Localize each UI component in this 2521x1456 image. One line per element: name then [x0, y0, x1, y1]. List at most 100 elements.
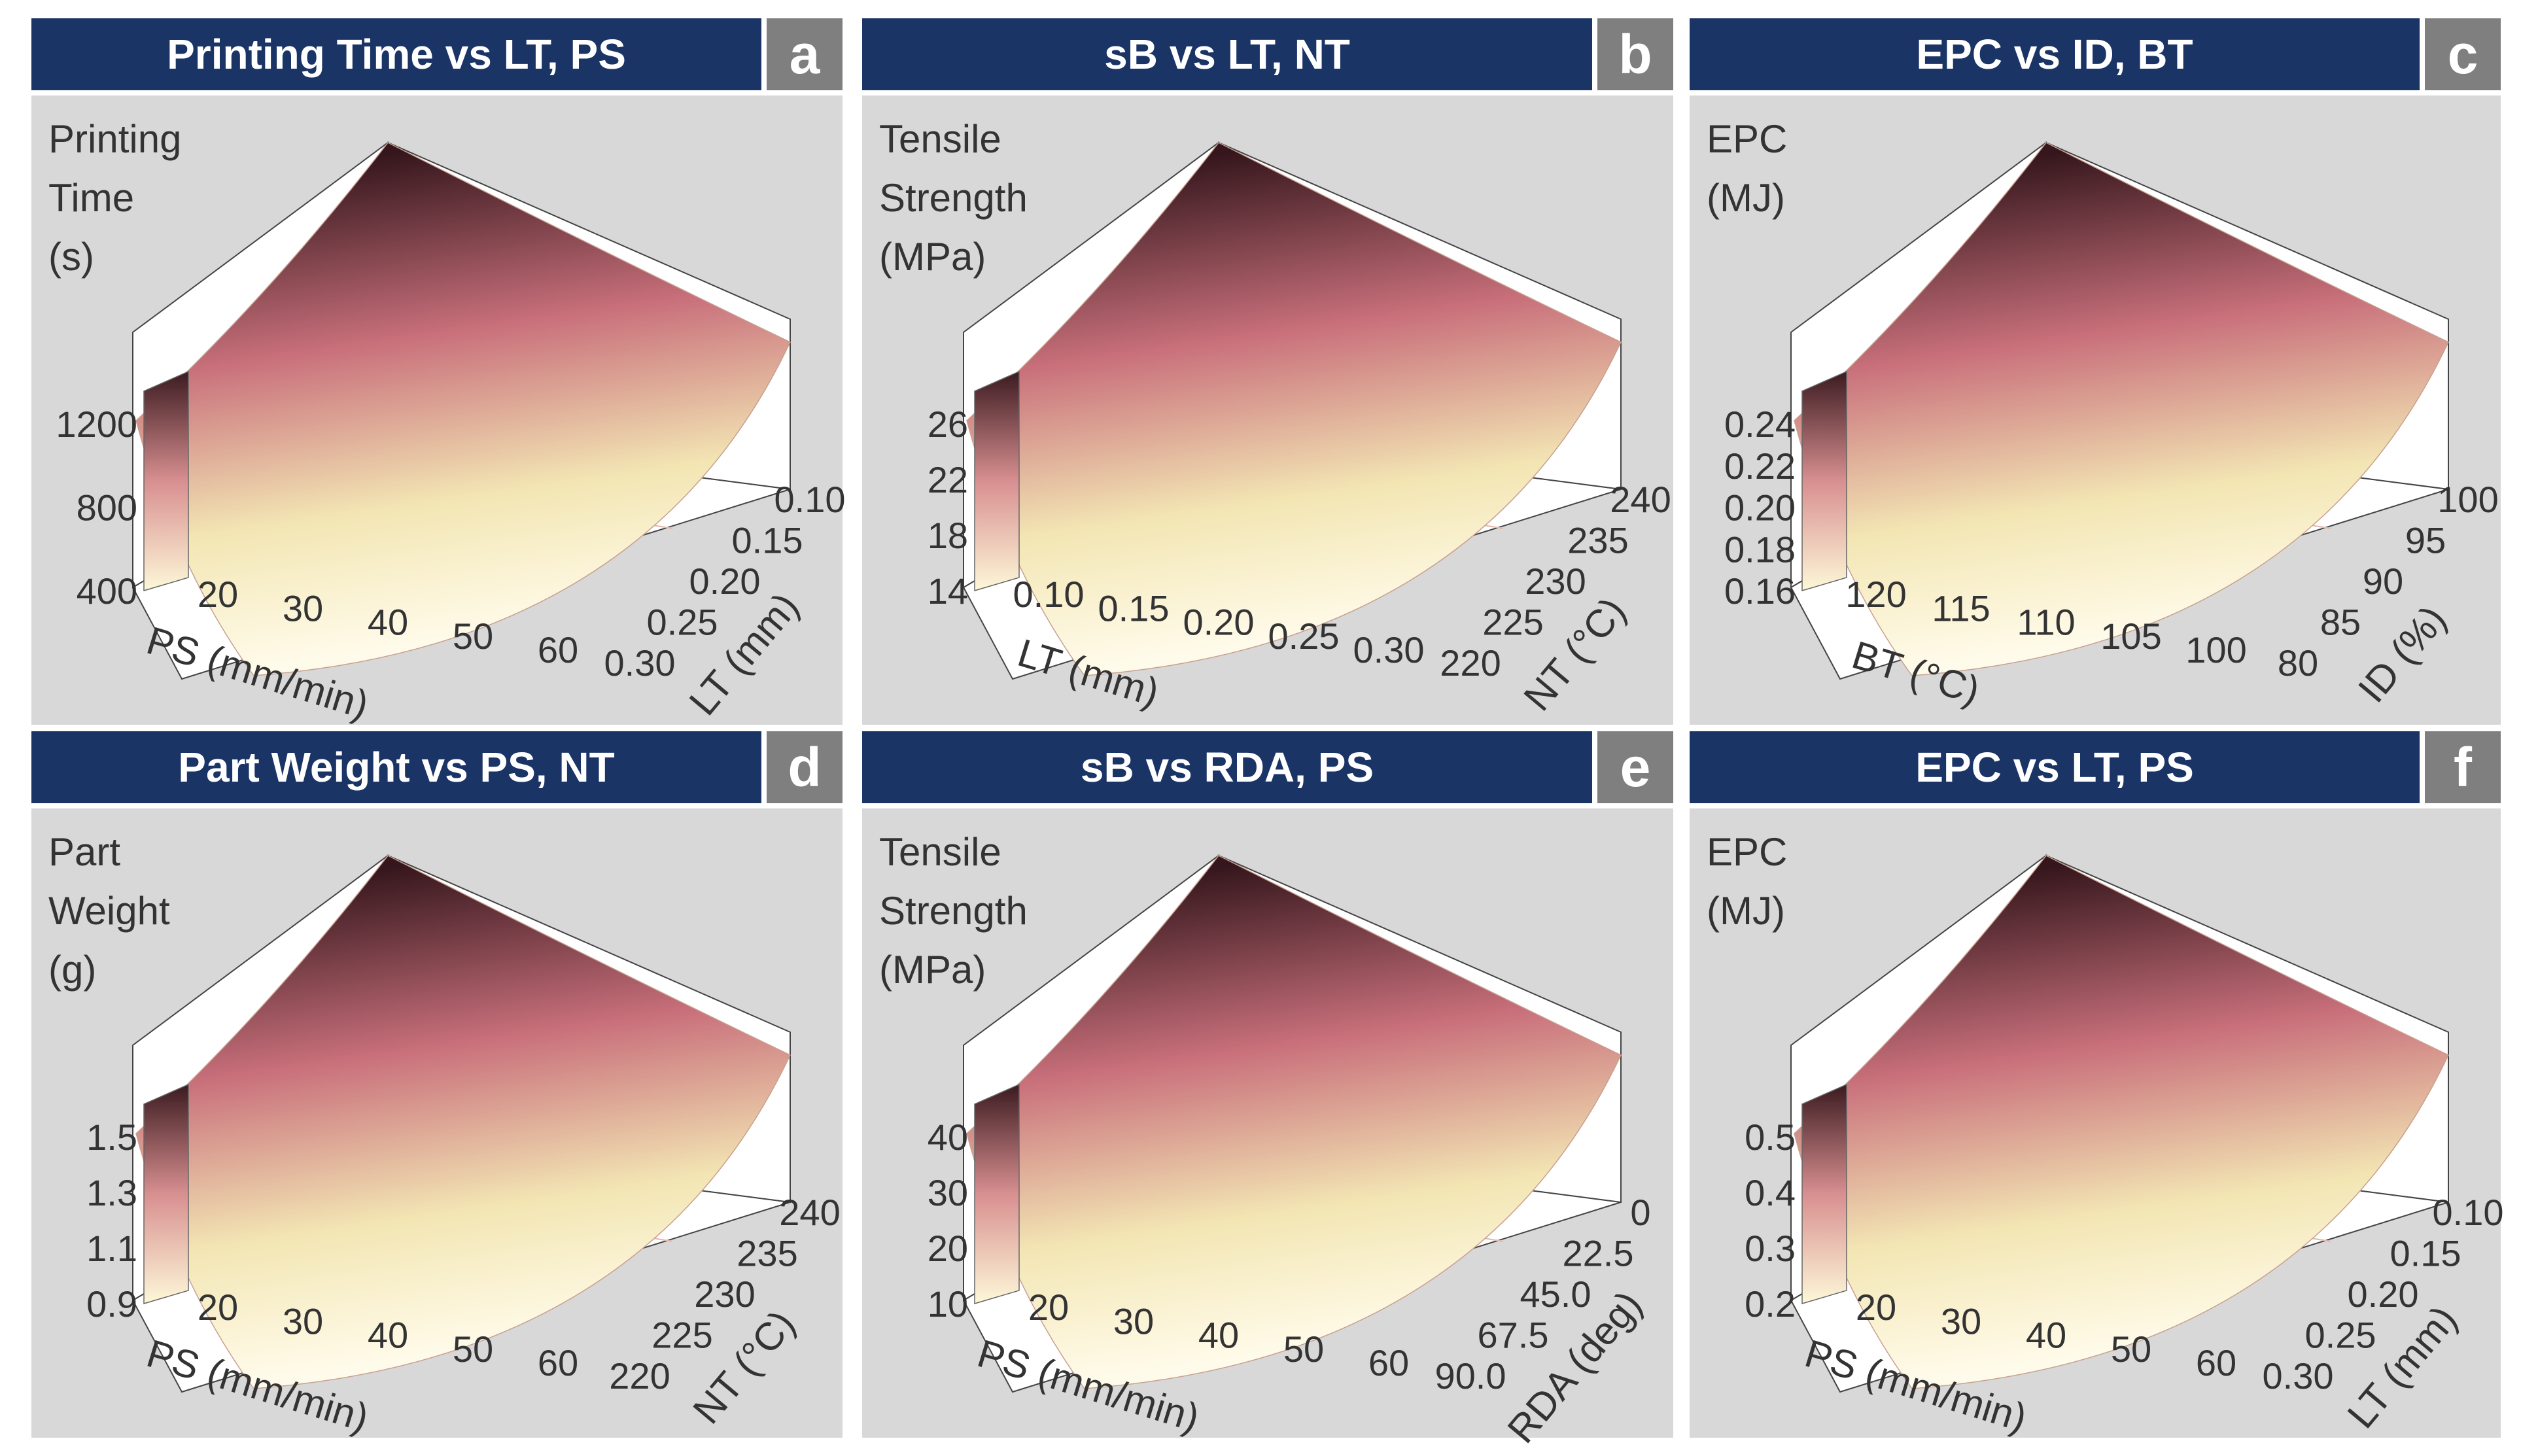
left-axis-tick-label: 0.30	[1353, 629, 1425, 670]
colorbar	[974, 1083, 1020, 1305]
z-axis-label: Printing Time (s)	[48, 110, 181, 286]
left-axis-tick-label: 30	[283, 587, 323, 629]
z-tick-label: 0.16	[1724, 570, 1796, 612]
z-tick-label: 18	[928, 515, 968, 556]
left-axis-tick-label: 40	[1198, 1315, 1239, 1356]
z-axis-label: Tensile Strength (MPa)	[879, 823, 1028, 999]
response-surface	[135, 142, 791, 676]
panel-title: EPC vs LT, PS	[1690, 731, 2420, 803]
z-tick-label: 14	[928, 570, 968, 612]
left-axis-tick-label: 20	[1028, 1287, 1069, 1328]
z-axis-label-line: (MJ)	[1707, 176, 1785, 220]
z-axis-label: EPC (MJ)	[1707, 823, 1787, 941]
right-axis-tick-label: 0.20	[2348, 1274, 2419, 1315]
left-axis-tick-label: 60	[1368, 1342, 1409, 1383]
z-axis-label-line: Strength	[879, 176, 1028, 220]
panel-letter: e	[1597, 731, 1673, 803]
left-axis-tick-label: 105	[2100, 615, 2161, 657]
right-axis-tick-label: 95	[2405, 520, 2446, 561]
left-axis-tick-label: 20	[1856, 1287, 1896, 1328]
right-axis-tick-label: 90	[2363, 561, 2403, 602]
left-axis-tick-label: 60	[2196, 1342, 2236, 1383]
left-axis-tick-label: 20	[198, 1287, 238, 1328]
right-axis-tick-label: 0.10	[2433, 1192, 2504, 1233]
z-axis-label-line: EPC	[1707, 830, 1788, 874]
panel-letter: b	[1597, 18, 1673, 90]
left-axis-tick-label: 115	[1932, 587, 1990, 629]
left-axis-tick-label: 50	[2111, 1328, 2151, 1370]
right-axis-tick-label: 85	[2320, 602, 2361, 643]
z-tick-label: 0.5	[1745, 1117, 1796, 1158]
left-axis-tick-label: 0.15	[1098, 587, 1170, 629]
z-axis-label: EPC (MJ)	[1707, 110, 1787, 228]
z-axis-label-line: (MPa)	[879, 235, 986, 279]
right-axis-tick-label: 0.30	[604, 642, 676, 684]
right-axis-tick-label: 0	[1630, 1192, 1650, 1233]
z-axis-label-line: EPC	[1707, 117, 1788, 161]
right-axis-tick-label: 45.0	[1520, 1274, 1591, 1315]
right-axis-tick-label: 100	[2437, 479, 2498, 520]
right-axis-tick-label: 240	[1610, 479, 1671, 520]
left-axis-tick-label: 40	[368, 602, 408, 643]
left-axis-tick-label: 40	[2026, 1315, 2066, 1356]
panel-title: sB vs RDA, PS	[862, 731, 1592, 803]
z-tick-label: 0.20	[1724, 487, 1796, 529]
right-axis-tick-label: 220	[1440, 642, 1501, 684]
z-tick-label: 1.1	[86, 1228, 137, 1269]
z-axis-label-line: (MPa)	[879, 948, 986, 992]
z-axis-label-line: (s)	[48, 235, 94, 279]
right-axis-tick-label: 90.0	[1435, 1355, 1506, 1396]
z-tick-label: 400	[77, 570, 137, 612]
right-axis-tick-label: 225	[1482, 602, 1543, 643]
z-tick-label: 30	[928, 1172, 968, 1213]
panel-e: sB vs RDA, PS e Tensile Strength (MPa) 40 30 20…	[862, 731, 1673, 1451]
right-axis-tick-label: 225	[652, 1315, 712, 1356]
panel-title: sB vs LT, NT	[862, 18, 1592, 90]
panel-d: Part Weight vs PS, NT d Part Weight (g) 1.5 1.…	[31, 731, 843, 1440]
right-axis-tick-label: 230	[694, 1274, 755, 1315]
panel-title: EPC vs ID, BT	[1690, 18, 2420, 90]
left-axis-tick-label: 50	[1283, 1328, 1324, 1370]
left-axis-tick-label: 50	[453, 615, 493, 657]
right-axis-tick-label: 0.15	[2390, 1233, 2461, 1274]
left-axis-tick-label: 0.10	[1013, 574, 1085, 615]
left-axis-tick-label: 40	[368, 1315, 408, 1356]
panel-letter: d	[767, 731, 843, 803]
right-axis-tick-label: 0.30	[2263, 1355, 2334, 1396]
left-axis-tick-label: 100	[2185, 629, 2246, 670]
response-surface	[135, 855, 791, 1389]
z-axis-label-line: (MJ)	[1707, 889, 1785, 933]
left-axis-tick-label: 50	[453, 1328, 493, 1370]
right-axis-tick-label: 240	[779, 1192, 840, 1233]
panel-a: Printing Time vs LT, PS a Printing Time (s) 1…	[31, 18, 846, 727]
right-axis-tick-label: 0.25	[647, 602, 718, 643]
z-tick-label: 1.5	[86, 1117, 137, 1158]
z-tick-label: 0.4	[1745, 1172, 1796, 1213]
right-axis-tick-label: 220	[609, 1355, 670, 1396]
left-axis-tick-label: 0.25	[1268, 615, 1340, 657]
z-axis-label-line: (g)	[48, 948, 97, 992]
right-axis-tick-label: 230	[1525, 561, 1586, 602]
left-axis-tick-label: 60	[538, 629, 578, 670]
z-tick-label: 26	[928, 404, 968, 445]
panel-f: EPC vs LT, PS f EPC (MJ) 0.5 0.4 0.3 0.2 20 30 40 5…	[1690, 731, 2504, 1440]
left-axis-tick-label: 110	[2017, 602, 2075, 643]
z-tick-label: 40	[928, 1117, 968, 1158]
z-tick-label: 22	[928, 459, 968, 500]
right-axis-tick-label: 235	[737, 1233, 797, 1274]
z-axis-label-line: Weight	[48, 889, 170, 933]
right-axis-tick-label: 235	[1567, 520, 1628, 561]
left-axis-tick-label: 0.20	[1183, 602, 1255, 643]
z-tick-label: 0.9	[86, 1283, 137, 1325]
z-tick-label: 0.22	[1724, 445, 1796, 487]
colorbar	[143, 1083, 189, 1305]
z-axis-label-line: Strength	[879, 889, 1028, 933]
z-tick-label: 20	[928, 1228, 968, 1269]
z-axis-label: Part Weight (g)	[48, 823, 170, 999]
z-tick-label: 1.3	[86, 1172, 137, 1213]
panel-b: sB vs LT, NT b Tensile Strength (MPa) 26 22 18 1…	[862, 18, 1673, 725]
